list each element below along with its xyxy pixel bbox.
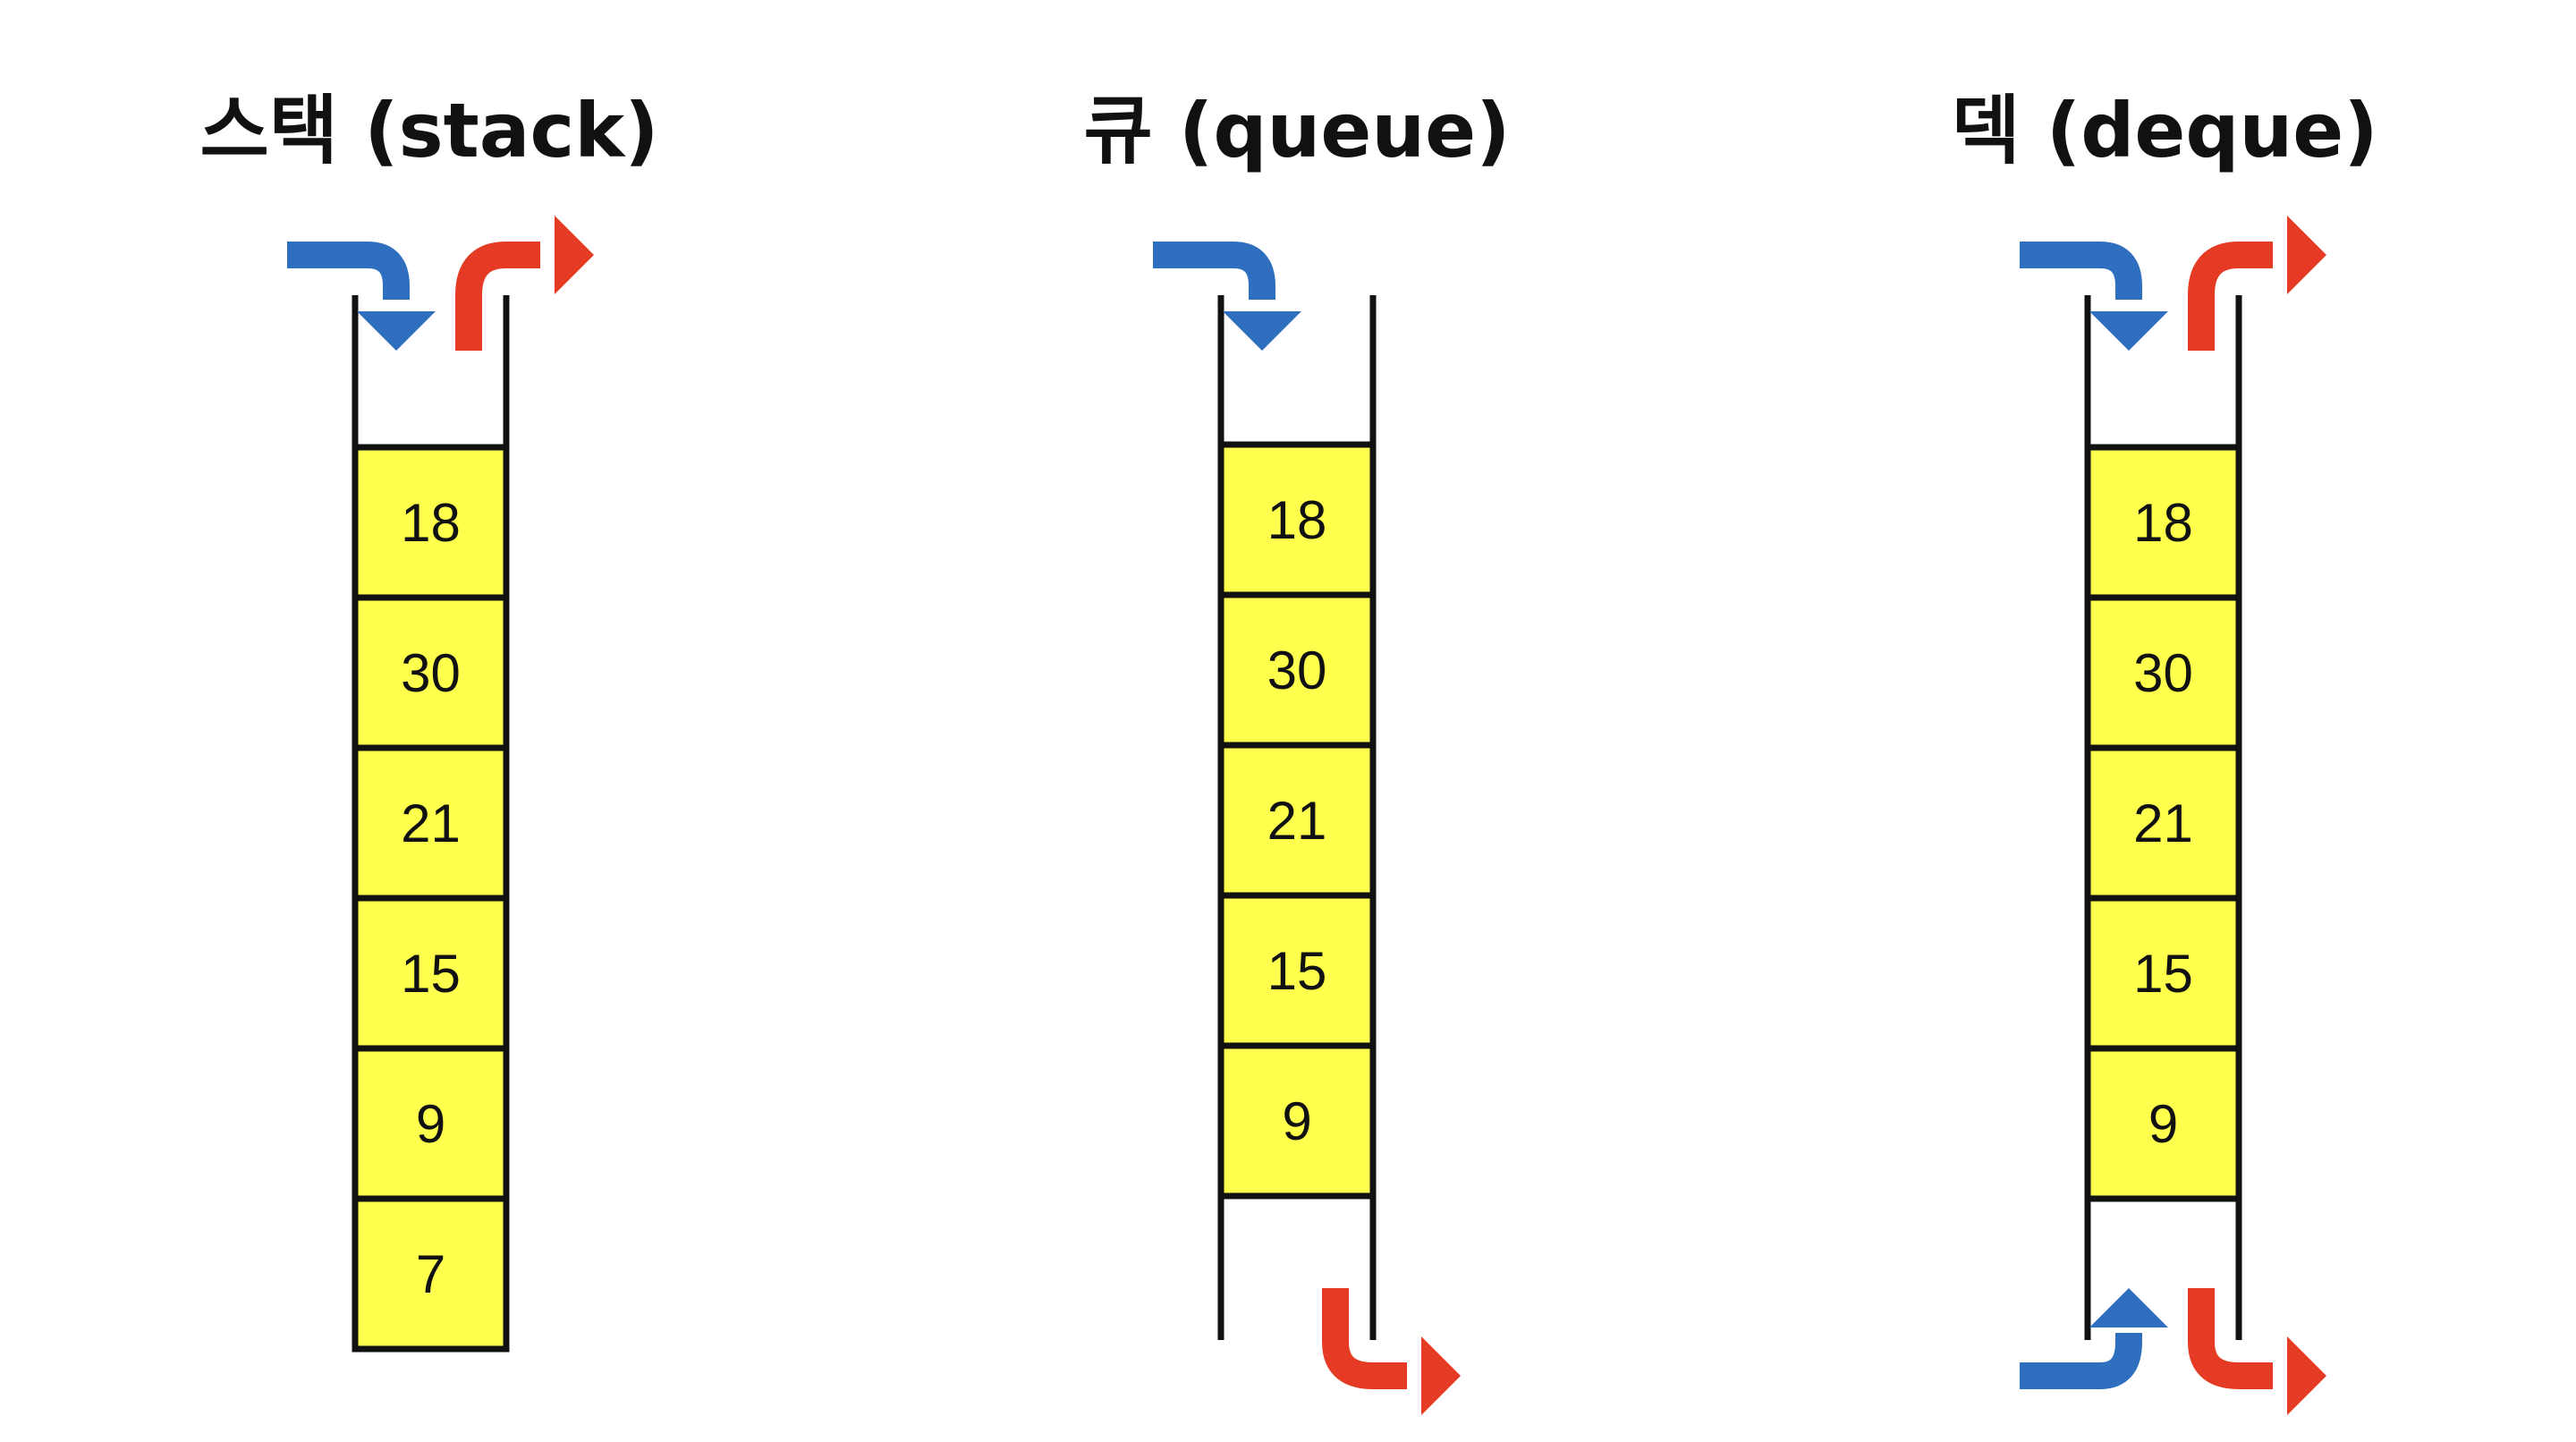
structure-panel: 덱 (deque) 18 30 21 15 9 — [1951, 87, 2378, 1415]
pop-arrow-icon — [455, 216, 594, 351]
push-arrow-icon — [2020, 1288, 2168, 1389]
panel-title: 큐 (queue) — [1084, 87, 1511, 174]
arrow-shaft — [1153, 242, 1275, 300]
cell-box — [1217, 892, 1377, 1049]
arrow-head — [2287, 1336, 2326, 1415]
cell-box — [352, 744, 510, 902]
arrow-shaft — [2188, 1288, 2273, 1389]
arrow-shaft — [287, 242, 410, 300]
cell-value: 21 — [2133, 793, 2193, 853]
cell-value: 9 — [1282, 1091, 1311, 1151]
cell-value: 9 — [416, 1094, 445, 1154]
push-arrow-icon — [1153, 242, 1301, 351]
cell-value: 30 — [401, 643, 461, 703]
cell-box — [352, 1195, 510, 1353]
cell-box — [2084, 594, 2242, 751]
cell-box — [352, 1045, 510, 1202]
arrow-shaft — [1322, 1288, 1407, 1389]
cell-box — [352, 895, 510, 1052]
arrow-shaft — [455, 242, 540, 351]
panel-title: 스택 (stack) — [199, 87, 658, 174]
cell-box — [2084, 1045, 2242, 1202]
cell-box — [2084, 444, 2242, 601]
cell-value: 7 — [416, 1244, 445, 1304]
cell-value: 15 — [2133, 944, 2193, 1004]
pop-arrow-icon — [2188, 216, 2326, 351]
cell-box — [1217, 591, 1377, 749]
cell-value: 15 — [1267, 941, 1327, 1001]
structure-panel: 스택 (stack) 18 30 21 15 9 7 — [199, 87, 659, 1353]
arrow-head — [1421, 1336, 1461, 1415]
cell-box — [352, 594, 510, 751]
arrow-head — [2089, 311, 2168, 351]
arrow-head — [2089, 1288, 2168, 1327]
cell-box — [1217, 441, 1377, 598]
cell-box — [352, 444, 510, 601]
cell-value: 30 — [1267, 640, 1327, 700]
cell-box — [1217, 1042, 1377, 1200]
cell-value: 18 — [401, 493, 461, 553]
cell-value: 18 — [1267, 490, 1327, 550]
arrow-head — [2287, 216, 2326, 294]
push-arrow-icon — [287, 242, 436, 351]
arrow-head — [1223, 311, 1301, 351]
cell-box — [2084, 895, 2242, 1052]
cell-value: 15 — [401, 944, 461, 1004]
panel-title: 덱 (deque) — [1951, 87, 2377, 174]
cell-value: 9 — [2148, 1094, 2178, 1154]
cell-box — [2084, 744, 2242, 902]
arrow-shaft — [2020, 1328, 2142, 1389]
cell-value: 18 — [2133, 493, 2193, 553]
cell-value: 30 — [2133, 643, 2193, 703]
structure-panel: 큐 (queue) 18 30 21 15 9 — [1084, 87, 1511, 1415]
arrow-shaft — [2188, 242, 2273, 351]
cell-value: 21 — [1267, 791, 1327, 851]
push-arrow-icon — [2020, 242, 2168, 351]
arrow-shaft — [2020, 242, 2142, 300]
pop-arrow-icon — [2188, 1288, 2326, 1415]
cell-value: 21 — [401, 793, 461, 853]
arrow-head — [357, 311, 436, 351]
pop-arrow-icon — [1322, 1288, 1461, 1415]
arrow-head — [555, 216, 594, 294]
